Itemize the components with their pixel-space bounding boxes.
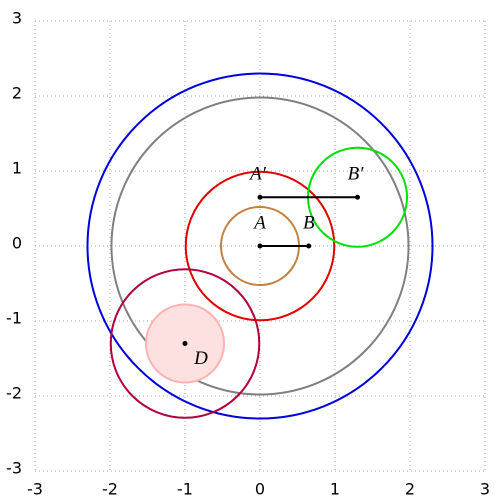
y-tick-label: 1 <box>12 159 22 178</box>
y-tick-label: -2 <box>6 384 22 403</box>
circle <box>184 170 336 322</box>
x-tick-label: 3 <box>480 480 490 499</box>
circle <box>110 96 410 396</box>
point <box>257 243 263 249</box>
x-tick-label: -3 <box>27 480 43 499</box>
point <box>182 341 188 346</box>
point <box>257 194 263 200</box>
point-label: A′ <box>248 164 267 185</box>
x-tick-label: -2 <box>102 480 118 499</box>
circle <box>86 72 434 420</box>
point <box>306 243 312 249</box>
point <box>355 194 360 200</box>
x-tick-label: 2 <box>405 480 415 499</box>
y-tick-label: 3 <box>12 9 22 28</box>
point-label: D <box>193 348 208 369</box>
circle <box>109 268 261 419</box>
point-label: A <box>252 212 266 233</box>
x-tick-label: 0 <box>255 480 265 499</box>
y-tick-label: -3 <box>6 459 22 478</box>
x-tick-label: 1 <box>330 480 340 499</box>
x-tick-label: -1 <box>177 480 193 499</box>
point-label: B′ <box>348 164 365 185</box>
y-tick-label: 0 <box>12 234 22 253</box>
point-label: B <box>303 212 315 233</box>
y-tick-label: -1 <box>6 309 22 328</box>
y-tick-label: 2 <box>12 84 22 103</box>
